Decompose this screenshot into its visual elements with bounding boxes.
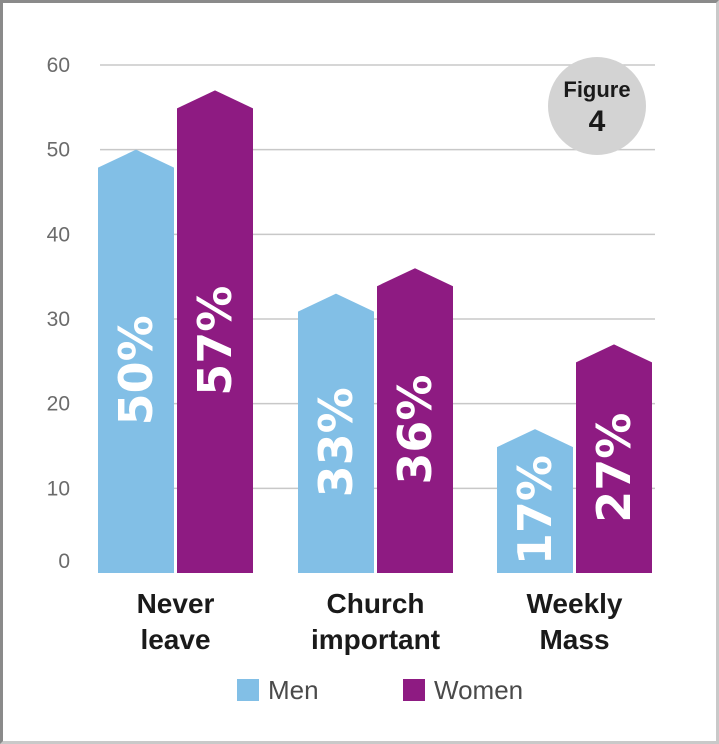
women-bar xyxy=(576,344,652,573)
data-label: 50% xyxy=(109,315,163,425)
figure-badge: Figure 4 xyxy=(548,57,646,155)
legend-swatch-men xyxy=(237,679,259,701)
category-label: Weekly xyxy=(527,588,623,619)
data-label: 27% xyxy=(587,413,641,523)
women-bar xyxy=(377,268,453,573)
figure-badge-number: 4 xyxy=(589,105,606,138)
y-tick-label: 10 xyxy=(47,477,70,500)
x-axis: Never leave Church important Weekly Mass xyxy=(137,588,623,655)
men-bar xyxy=(98,149,174,573)
figure-badge-label: Figure xyxy=(563,77,630,102)
bars: 50% 57% 33% 36% 17% 27% xyxy=(98,90,652,574)
women-bar xyxy=(177,90,253,574)
data-label: 17% xyxy=(508,455,562,565)
y-tick-label: 40 xyxy=(47,223,70,246)
category-label: Never xyxy=(137,588,215,619)
legend-label-men: Men xyxy=(268,675,319,705)
data-label: 36% xyxy=(388,375,442,485)
y-tick-label: 30 xyxy=(47,308,70,331)
y-tick-label: 50 xyxy=(47,139,70,162)
category-label: Church xyxy=(327,588,425,619)
data-label: 33% xyxy=(309,387,363,497)
category-label: important xyxy=(311,624,440,655)
legend-label-women: Women xyxy=(434,675,523,705)
figure-badge-circle xyxy=(548,57,646,155)
y-tick-label: 60 xyxy=(47,54,70,77)
data-label: 57% xyxy=(188,286,242,396)
men-bar xyxy=(497,429,573,573)
men-bar xyxy=(298,293,374,573)
y-axis: 0 10 20 30 40 50 60 xyxy=(47,54,70,573)
category-label: Mass xyxy=(539,624,609,655)
y-tick-label: 0 xyxy=(58,550,70,573)
legend-swatch-women xyxy=(403,679,425,701)
y-tick-label: 20 xyxy=(47,393,70,416)
legend: Men Women xyxy=(237,675,523,705)
category-label: leave xyxy=(140,624,210,655)
